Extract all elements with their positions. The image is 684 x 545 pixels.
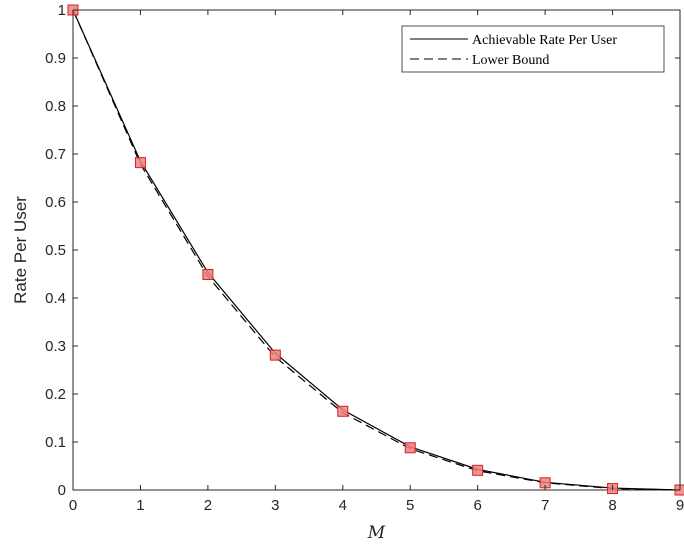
data-point-marker bbox=[202, 268, 214, 280]
data-point-marker bbox=[472, 464, 484, 476]
y-tick-label: 0.7 bbox=[45, 146, 66, 163]
x-tick-label: 8 bbox=[608, 497, 616, 514]
x-tick-label: 2 bbox=[204, 497, 212, 514]
y-tick-label: 0.4 bbox=[45, 290, 66, 307]
x-tick-label: 0 bbox=[69, 497, 77, 514]
x-tick-label: 3 bbox=[271, 497, 279, 514]
x-tick-label: 1 bbox=[136, 497, 144, 514]
y-tick-label: 0.2 bbox=[45, 386, 66, 403]
y-tick-label: 0.9 bbox=[45, 50, 66, 67]
x-tick-label: 7 bbox=[541, 497, 549, 514]
data-point-marker bbox=[337, 405, 349, 417]
y-tick-label: 0.3 bbox=[45, 338, 66, 355]
data-point-marker bbox=[269, 349, 281, 361]
tick-layer: 0 1 2 3 4 5 6 7 8 9 0 0.1 0.2 0.3 0.4 0.5 0.6 0.7 0.8 0.9 1 bbox=[45, 2, 684, 514]
y-tick-label: 0.8 bbox=[45, 98, 66, 115]
series-layer bbox=[72, 9, 681, 491]
y-tick-label: 1 bbox=[58, 2, 66, 19]
y-axis-label: Rate Per User bbox=[11, 196, 30, 304]
legend-label-lower-bound: Lower Bound bbox=[472, 53, 549, 68]
legend-label-achievable: Achievable Rate Per User bbox=[472, 33, 617, 48]
x-axis-label: M bbox=[367, 523, 386, 543]
y-tick-label: 0.6 bbox=[45, 194, 66, 211]
series-line-achievable-rate bbox=[72, 9, 681, 491]
y-tick-label: 0.5 bbox=[45, 242, 66, 259]
data-point-marker bbox=[134, 157, 146, 169]
y-tick-label: 0.1 bbox=[45, 434, 66, 451]
x-tick-label: 5 bbox=[406, 497, 414, 514]
plot-area bbox=[72, 9, 681, 491]
x-tick-label: 4 bbox=[339, 497, 347, 514]
legend: Achievable Rate Per User Lower Bound bbox=[401, 25, 665, 73]
y-tick-label: 0 bbox=[58, 482, 66, 499]
x-tick-label: 9 bbox=[676, 497, 684, 514]
legend-box bbox=[401, 25, 665, 73]
x-tick-label: 6 bbox=[473, 497, 481, 514]
data-point-marker bbox=[404, 442, 416, 454]
plot-frame bbox=[72, 9, 681, 491]
